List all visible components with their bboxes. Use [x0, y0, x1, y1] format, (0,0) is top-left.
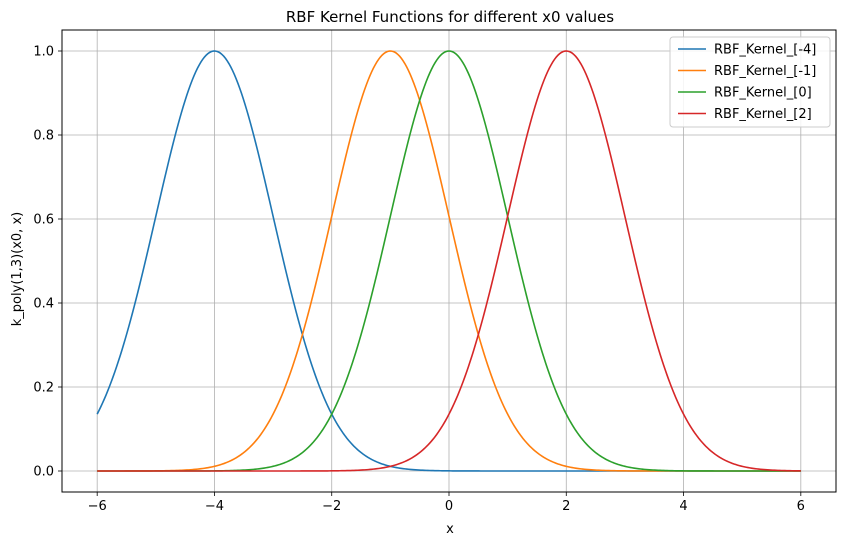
legend-label-3: RBF_Kernel_[2] — [714, 107, 812, 122]
x-tick-label: −2 — [322, 499, 341, 514]
legend-label-0: RBF_Kernel_[-4] — [714, 43, 816, 58]
y-tick-label: 0.2 — [33, 381, 54, 396]
legend-box — [669, 36, 831, 128]
series-line-3 — [97, 50, 801, 472]
y-tick-label: 0.0 — [33, 465, 54, 480]
y-tick-label: 1.0 — [33, 45, 54, 60]
y-tick-label: 0.6 — [33, 213, 54, 228]
y-ticks: 0.0 0.2 0.4 0.6 0.8 1.0 — [33, 45, 62, 480]
y-tick-label: 0.8 — [33, 129, 54, 144]
x-tick-label: −6 — [88, 499, 107, 514]
x-tick-label: 4 — [679, 499, 687, 514]
legend: RBF_Kernel_[-4] RBF_Kernel_[-1] RBF_Kernel… — [669, 36, 831, 128]
legend-label-1: RBF_Kernel_[-1] — [714, 64, 816, 79]
x-tick-label: 0 — [445, 499, 453, 514]
legend-label-2: RBF_Kernel_[0] — [714, 86, 812, 101]
series-lines — [96, 50, 801, 472]
y-axis-label: k_poly(1,3)(x0, x) — [10, 212, 25, 326]
y-tick-label: 0.4 — [33, 297, 54, 312]
chart-title: RBF Kernel Functions for different x0 va… — [286, 8, 614, 26]
x-tick-label: 6 — [797, 499, 805, 514]
x-tick-label: 2 — [562, 499, 570, 514]
x-ticks: −6 −4 −2 0 2 4 6 — [88, 492, 805, 514]
x-axis-label: x — [446, 522, 454, 537]
x-tick-label: −4 — [205, 499, 224, 514]
